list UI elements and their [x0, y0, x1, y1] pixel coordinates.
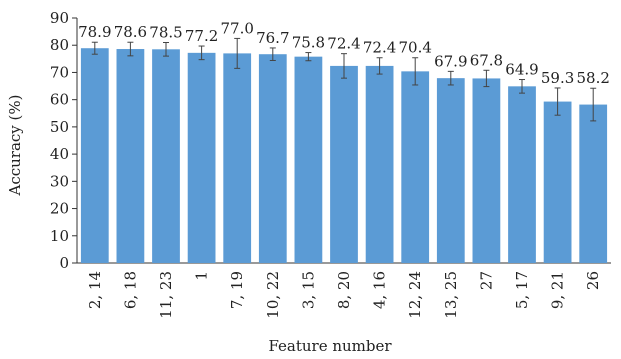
bar: [543, 101, 572, 263]
bar: [152, 49, 180, 263]
x-tick-label: 7, 19: [228, 271, 246, 309]
data-label: 70.4: [398, 39, 431, 57]
bar: [187, 52, 216, 263]
x-tick-label: 10, 22: [264, 271, 282, 319]
bars: [80, 48, 608, 264]
x-tick-label: 2, 14: [86, 271, 104, 309]
y-tick-label: 20: [50, 200, 69, 218]
bar: [80, 48, 109, 263]
data-label: 72.4: [327, 35, 360, 53]
bar: [116, 49, 145, 264]
y-tick-label: 80: [50, 36, 69, 54]
data-label: 77.2: [185, 27, 218, 45]
bar: [258, 54, 287, 264]
data-label: 76.7: [256, 29, 289, 47]
bar: [579, 104, 608, 263]
x-ticks: 2, 14 6, 18 11, 23 1 7, 19 10, 22 3, 15 8, 20 4,…: [86, 271, 602, 319]
y-ticks: 0 10 20 30 40 50 60 70 80 90: [50, 9, 77, 272]
y-tick-label: 90: [50, 9, 69, 27]
y-tick-label: 30: [50, 172, 69, 190]
bar: [472, 78, 501, 263]
x-tick-label: 12, 24: [406, 271, 424, 319]
data-label: 67.8: [470, 51, 503, 69]
bar: [223, 53, 252, 264]
error-bars: [91, 37, 597, 122]
data-label: 67.9: [434, 52, 467, 70]
data-labels: 78.9 78.6 78.5 77.2 77.076.7 75.8 72.4 72.4 70.4…: [78, 19, 610, 87]
bar: [330, 65, 358, 264]
bar: [436, 78, 465, 264]
x-tick-label: 1: [193, 271, 211, 281]
x-tick-label: 27: [477, 271, 495, 290]
bar: [294, 56, 323, 264]
data-label: 78.9: [78, 23, 111, 41]
y-axis: 0 10 20 30 40 50 60 70 80 90: [50, 9, 78, 272]
x-tick-label: 5, 17: [513, 271, 531, 309]
data-label: 58.2: [576, 69, 609, 87]
x-axis: 2, 14 6, 18 11, 23 1 7, 19 10, 22 3, 15 8, 20 4,…: [77, 262, 611, 319]
y-tick-label: 50: [50, 118, 69, 136]
x-tick-label: 13, 25: [442, 271, 460, 319]
x-tick-label: 8, 20: [335, 271, 353, 309]
data-label: 78.5: [149, 24, 182, 42]
data-label: 78.6: [114, 23, 147, 41]
y-axis-title: Accuracy (%): [6, 94, 24, 196]
y-tick-label: 40: [50, 145, 69, 163]
x-axis-title: Feature number: [268, 337, 392, 355]
y-tick-label: 60: [50, 91, 69, 109]
bar: [508, 86, 536, 263]
bar: [365, 65, 394, 264]
data-label: 75.8: [292, 34, 325, 52]
data-label: 59.3: [541, 69, 574, 87]
y-tick-label: 10: [50, 227, 69, 245]
x-tick-label: 26: [584, 271, 602, 290]
data-label: 72.4: [363, 39, 396, 57]
x-tick-label: 6, 18: [121, 271, 139, 309]
data-label: 77.0: [220, 19, 253, 37]
x-tick-label: 4, 16: [371, 271, 389, 309]
y-tick-label: 0: [59, 254, 69, 272]
bar: [401, 71, 430, 263]
x-tick-label: 9, 21: [549, 271, 567, 309]
x-tick-label: 3, 15: [299, 271, 317, 309]
y-tick-label: 70: [50, 63, 69, 81]
x-tick-label: 11, 23: [157, 271, 175, 319]
data-label: 64.9: [505, 61, 538, 79]
